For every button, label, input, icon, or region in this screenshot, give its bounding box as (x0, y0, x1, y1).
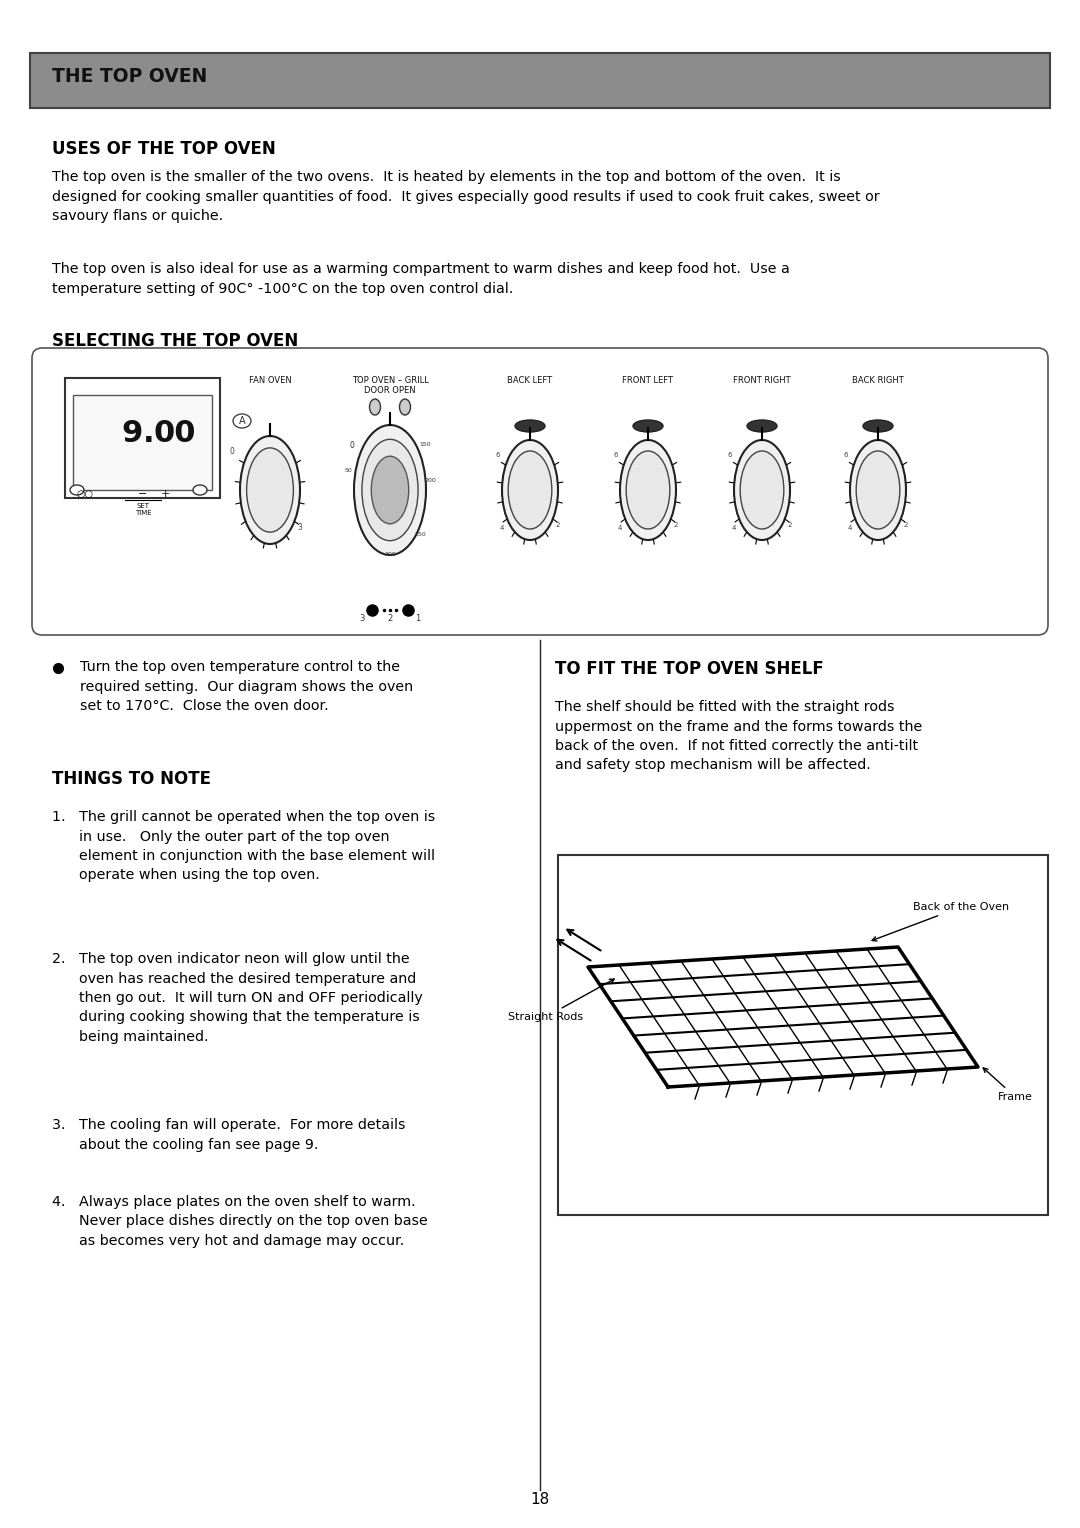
Text: 2.   The top oven indicator neon will glow until the
      oven has reached the : 2. The top oven indicator neon will glow… (52, 952, 422, 1044)
Text: 4: 4 (618, 526, 622, 532)
Ellipse shape (747, 420, 777, 432)
Text: TIME: TIME (135, 510, 151, 516)
Ellipse shape (509, 451, 552, 529)
Text: 6: 6 (843, 452, 848, 458)
Text: 2: 2 (787, 523, 793, 529)
Text: SELECTING THE TOP OVEN: SELECTING THE TOP OVEN (52, 332, 298, 350)
Text: 9: 9 (122, 419, 143, 448)
Text: BACK RIGHT: BACK RIGHT (852, 376, 904, 385)
Ellipse shape (515, 420, 545, 432)
Text: Back of the Oven: Back of the Oven (872, 902, 1009, 941)
Text: The top oven is also ideal for use as a warming compartment to warm dishes and k: The top oven is also ideal for use as a … (52, 261, 789, 295)
Ellipse shape (626, 451, 670, 529)
Ellipse shape (400, 399, 410, 416)
Text: +: + (160, 489, 170, 500)
Ellipse shape (246, 448, 294, 532)
Text: Turn the top oven temperature control to the
required setting.  Our diagram show: Turn the top oven temperature control to… (80, 660, 414, 714)
Text: 2: 2 (674, 523, 678, 529)
Bar (73, 396, 212, 490)
Text: 3: 3 (360, 614, 365, 623)
Text: 00: 00 (153, 419, 197, 448)
Text: .: . (144, 419, 154, 448)
Text: 3.   The cooling fan will operate.  For more details
      about the cooling fan: 3. The cooling fan will operate. For mor… (52, 1118, 405, 1152)
Text: Frame: Frame (983, 1068, 1032, 1102)
Text: 300: 300 (384, 553, 396, 558)
Text: FRONT LEFT: FRONT LEFT (622, 376, 674, 385)
Text: 4.   Always place plates on the oven shelf to warm.
      Never place dishes dir: 4. Always place plates on the oven shelf… (52, 1195, 428, 1248)
Text: 4: 4 (732, 526, 737, 532)
Text: 2: 2 (388, 614, 393, 623)
Text: The top oven is the smaller of the two ovens.  It is heated by elements in the t: The top oven is the smaller of the two o… (52, 170, 879, 223)
Ellipse shape (620, 440, 676, 539)
Ellipse shape (863, 420, 893, 432)
Text: Straight Rods: Straight Rods (508, 979, 615, 1022)
Text: 3: 3 (298, 524, 302, 532)
Ellipse shape (633, 420, 663, 432)
Bar (558, 856, 1048, 1215)
Text: 1.   The grill cannot be operated when the top oven is
      in use.   Only the : 1. The grill cannot be operated when the… (52, 810, 435, 883)
Text: SET: SET (136, 503, 149, 509)
Text: −: − (138, 489, 148, 500)
Text: FRONT RIGHT: FRONT RIGHT (733, 376, 791, 385)
Bar (65, 377, 220, 498)
Text: ○○: ○○ (77, 489, 94, 500)
Text: BACK LEFT: BACK LEFT (508, 376, 553, 385)
Ellipse shape (734, 440, 789, 539)
Text: THINGS TO NOTE: THINGS TO NOTE (52, 770, 211, 788)
Text: TOP OVEN – GRILL: TOP OVEN – GRILL (352, 376, 429, 385)
Ellipse shape (369, 399, 380, 416)
Text: 1: 1 (416, 614, 420, 623)
Ellipse shape (233, 414, 251, 428)
Text: The shelf should be fitted with the straight rods
uppermost on the frame and the: The shelf should be fitted with the stra… (555, 700, 922, 773)
Text: °: ° (125, 439, 131, 448)
Text: 50: 50 (345, 468, 352, 472)
Text: 4: 4 (500, 526, 504, 532)
Text: TO FIT THE TOP OVEN SHELF: TO FIT THE TOP OVEN SHELF (555, 660, 824, 678)
Ellipse shape (372, 457, 408, 524)
Text: 4: 4 (848, 526, 852, 532)
Ellipse shape (193, 484, 207, 495)
Ellipse shape (240, 435, 300, 544)
Text: 6: 6 (728, 452, 732, 458)
Text: 0: 0 (230, 448, 234, 457)
Ellipse shape (502, 440, 558, 539)
Text: 2: 2 (904, 523, 908, 529)
Text: THE TOP OVEN: THE TOP OVEN (52, 67, 207, 86)
Ellipse shape (856, 451, 900, 529)
Text: FAN OVEN: FAN OVEN (248, 376, 292, 385)
Text: 0: 0 (350, 440, 354, 449)
Text: A: A (239, 416, 245, 426)
Text: 150: 150 (419, 443, 431, 448)
Text: USES OF THE TOP OVEN: USES OF THE TOP OVEN (52, 141, 275, 157)
Text: DOOR OPEN: DOOR OPEN (364, 387, 416, 396)
Ellipse shape (362, 440, 418, 541)
Ellipse shape (354, 425, 426, 555)
Text: 18: 18 (530, 1493, 550, 1508)
Ellipse shape (70, 484, 84, 495)
Ellipse shape (740, 451, 784, 529)
Text: 6: 6 (496, 452, 500, 458)
FancyBboxPatch shape (30, 53, 1050, 108)
Text: 250: 250 (414, 532, 426, 538)
Ellipse shape (850, 440, 906, 539)
Text: 6: 6 (613, 452, 618, 458)
Text: 2: 2 (556, 523, 561, 529)
Text: 200: 200 (424, 477, 436, 483)
FancyBboxPatch shape (32, 348, 1048, 636)
